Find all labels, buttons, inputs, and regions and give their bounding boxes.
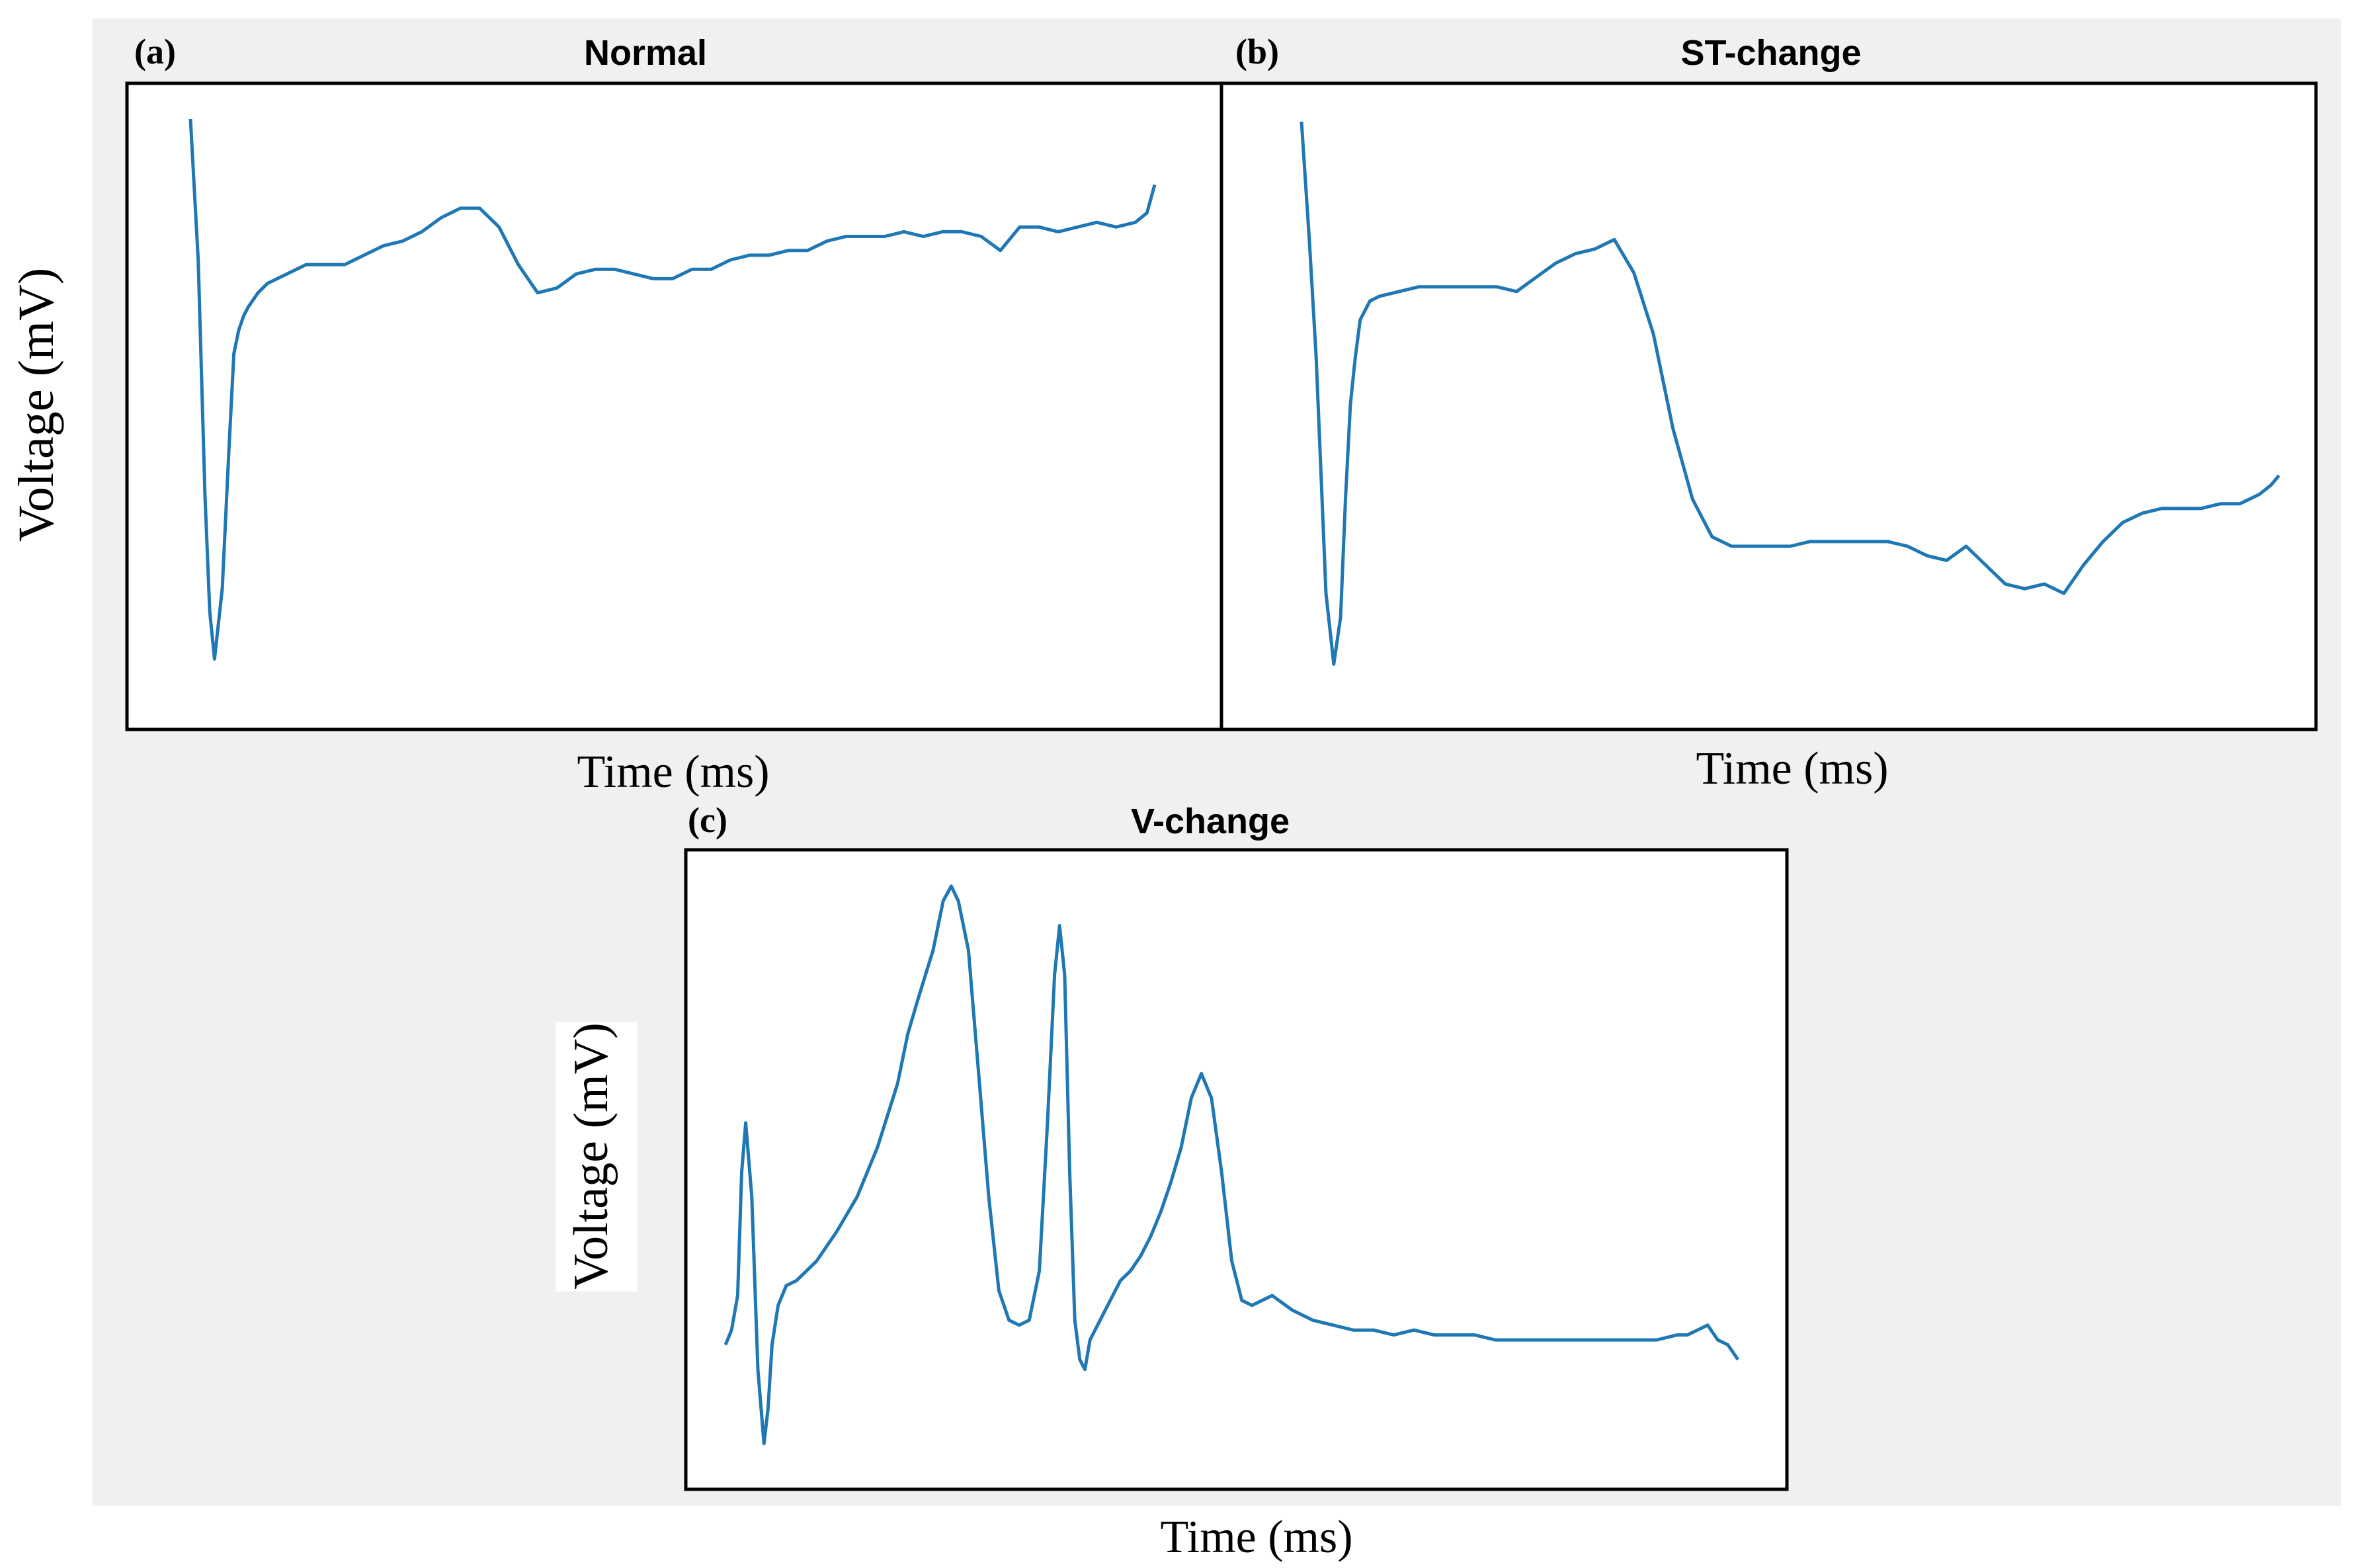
- panel-b: (b) ST-change Time (ms): [1219, 32, 2318, 794]
- panel-c-y-axis-label: Voltage (mV): [564, 1022, 618, 1290]
- panel-b-series-line: [1300, 121, 2280, 666]
- panel-a: (a) Normal Time (ms): [125, 32, 1223, 798]
- panel-b-x-axis-label: Time (ms): [1696, 743, 1888, 794]
- panel-c: (c) V-change Voltage (mV) Time (ms): [556, 800, 1789, 1563]
- panel-a-title: Normal: [584, 33, 707, 73]
- panel-a-x-axis-label: Time (ms): [577, 747, 769, 798]
- panel-c-series-line: [723, 884, 1740, 1446]
- panel-c-y-label-background: [556, 1022, 638, 1292]
- y-axis-label-top: Voltage (mV): [9, 268, 64, 542]
- panel-c-title: V-change: [1131, 802, 1290, 841]
- panel-c-plot-area: [684, 848, 1789, 1491]
- panel-c-x-axis-label: Time (ms): [1160, 1512, 1352, 1563]
- panel-b-title: ST-change: [1680, 33, 1861, 73]
- panel-b-label: (b): [1235, 32, 1279, 71]
- panel-a-label: (a): [134, 32, 176, 71]
- panel-c-label: (c): [688, 800, 727, 840]
- panel-a-plot-area: [125, 81, 1223, 731]
- panel-a-series-line: [188, 118, 1157, 661]
- panel-b-plot-area: [1219, 81, 2318, 731]
